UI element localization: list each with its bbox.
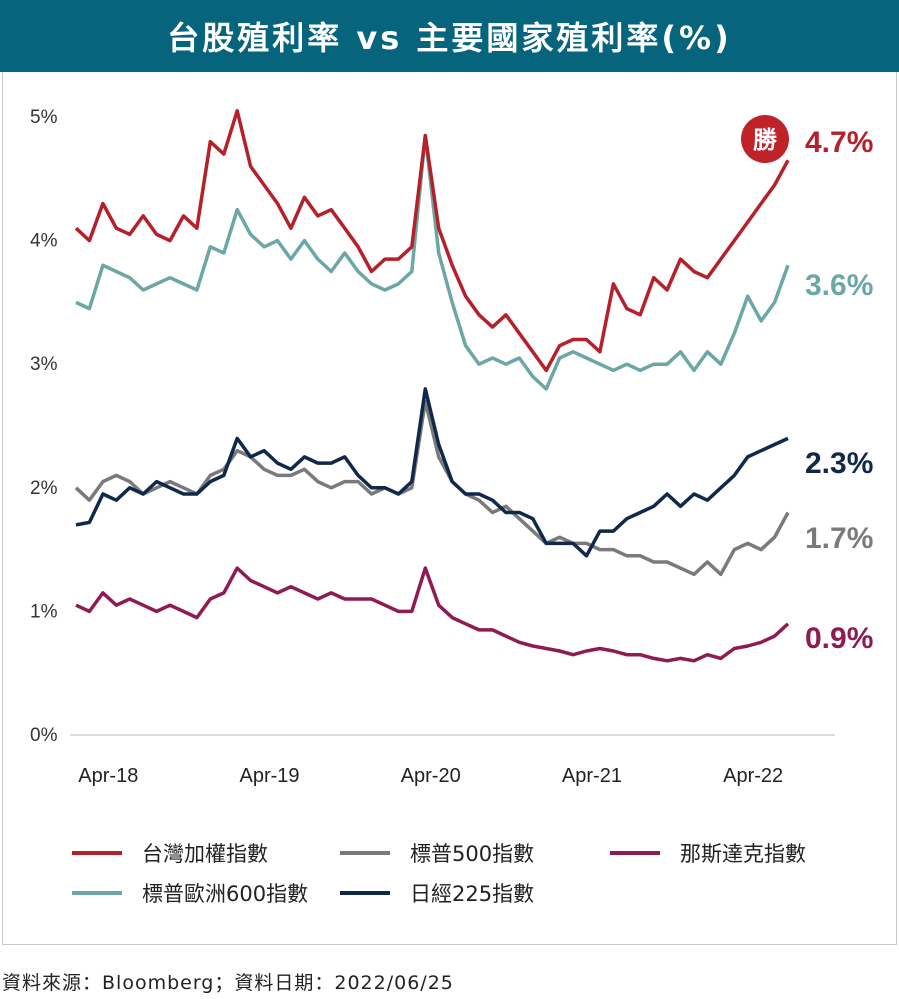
series-line-2 [74, 399, 790, 577]
legend-label: 標普歐洲600指數 [142, 882, 308, 906]
legend-label: 日經225指數 [410, 882, 534, 906]
end-value-label: 2.3% [805, 447, 873, 480]
end-value-label: 3.6% [805, 269, 873, 302]
end-value-label: 0.9% [805, 622, 873, 655]
chart-frame [2, 72, 897, 945]
x-tick-label: Apr-18 [78, 765, 138, 787]
y-tick-label: 2% [30, 478, 58, 499]
end-value-label: 1.7% [805, 522, 873, 555]
chart-title: 台股殖利率 vs 主要國家殖利率(%) [0, 0, 899, 72]
y-tick-label: 0% [30, 725, 58, 746]
series-line-4 [75, 566, 790, 663]
legend-label: 台灣加權指數 [142, 842, 268, 866]
end-value-label: 4.7% [805, 126, 873, 159]
legend-label: 標普500指數 [410, 842, 534, 866]
x-tick-label: Apr-19 [239, 765, 299, 787]
y-tick-label: 3% [30, 354, 58, 375]
legend-label: 那斯達克指數 [680, 842, 806, 866]
x-tick-label: Apr-21 [562, 765, 622, 787]
series-line-0 [74, 109, 790, 373]
y-tick-label: 4% [30, 231, 58, 252]
y-tick-label: 1% [30, 601, 58, 622]
y-tick-label: 5% [30, 107, 58, 128]
series-line-3 [75, 387, 789, 558]
x-tick-label: Apr-22 [723, 765, 783, 787]
line-chart: 0% 1% 2% 3% 4% 5% Apr-18 Apr-19 Apr-20 Apr-21 Apr-… [30, 107, 873, 906]
winner-badge-text: 勝 [753, 126, 778, 154]
source-footer: 資料來源：Bloomberg；資料日期：2022/06/25 [2, 972, 454, 994]
series-line-1 [75, 133, 790, 391]
x-tick-label: Apr-20 [401, 765, 461, 787]
winner-badge [741, 115, 789, 163]
